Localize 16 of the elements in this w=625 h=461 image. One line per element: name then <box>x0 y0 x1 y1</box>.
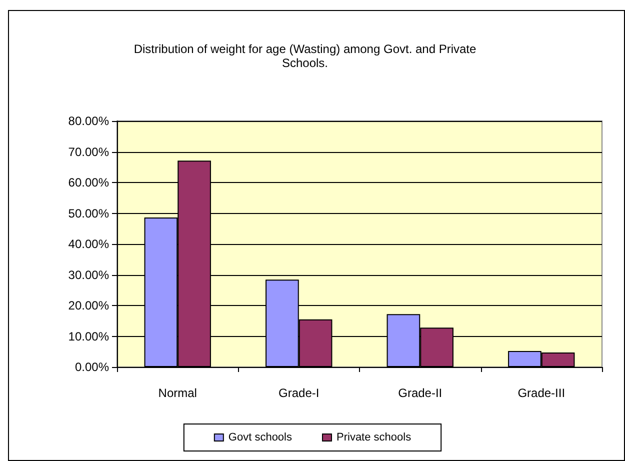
y-tick-label: 50.00% <box>68 206 110 220</box>
x-tick-label: Grade-I <box>278 386 320 400</box>
y-tick-label: 60.00% <box>68 176 110 190</box>
y-tick-label: 30.00% <box>68 268 110 282</box>
y-tick-label: 80.00% <box>68 114 110 128</box>
x-tick-label: Normal <box>158 386 197 400</box>
y-tick-label: 70.00% <box>68 144 110 159</box>
x-tick-label: Grade-III <box>518 386 566 400</box>
y-tick-label: 40.00% <box>68 237 110 251</box>
legend-label: Private schools <box>336 432 412 444</box>
legend-label: Govt schools <box>228 432 292 444</box>
y-tick-label: 10.00% <box>68 329 110 344</box>
x-tick-label: Grade-II <box>398 386 442 400</box>
chart-title: Distribution of weight for age (Wasting) among Govt. and Private Schools. <box>134 42 477 70</box>
y-tick-label: 20.00% <box>68 298 110 312</box>
y-tick-label: 0.00% <box>74 360 110 374</box>
